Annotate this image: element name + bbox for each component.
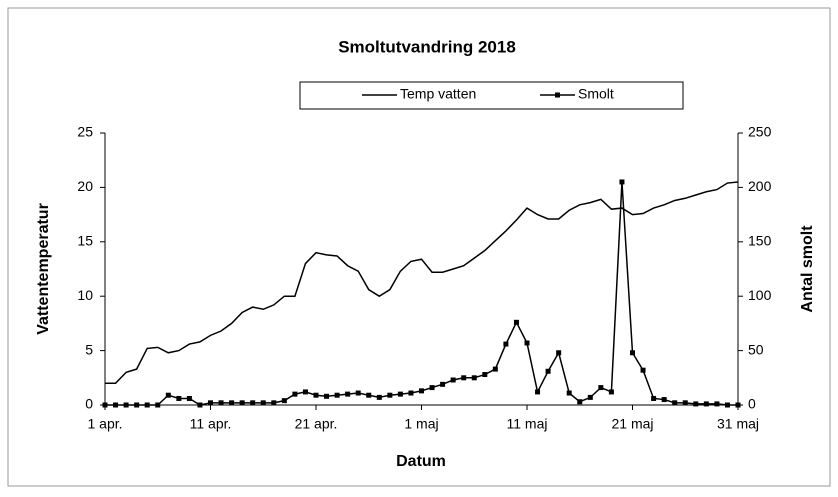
marker: [313, 392, 319, 398]
y2-tick-label: 200: [748, 178, 772, 194]
marker: [513, 319, 519, 325]
marker: [640, 367, 646, 373]
y2-tick-label: 100: [748, 287, 772, 303]
y2-tick-label: 50: [748, 341, 764, 357]
marker: [186, 395, 192, 401]
marker: [619, 179, 625, 185]
y2-axis-label: Antal smolt: [799, 225, 816, 313]
marker: [703, 401, 709, 407]
marker: [345, 391, 351, 397]
marker: [492, 366, 498, 372]
marker: [260, 400, 266, 406]
x-tick-label: 21 maj: [611, 416, 653, 432]
y-tick-label: 5: [85, 341, 93, 357]
marker: [672, 400, 678, 406]
marker: [197, 402, 203, 408]
chart-frame: [7, 7, 831, 487]
marker: [155, 402, 161, 408]
marker: [113, 402, 119, 408]
y2-tick-label: 0: [748, 396, 756, 412]
x-tick-label: 21 apr.: [295, 416, 338, 432]
x-tick-label: 11 maj: [507, 416, 548, 432]
marker: [577, 399, 583, 405]
marker: [292, 391, 298, 397]
marker: [229, 400, 235, 406]
marker: [218, 400, 224, 406]
marker: [735, 402, 741, 408]
y-tick-label: 25: [77, 124, 93, 140]
marker: [208, 400, 213, 406]
marker: [366, 392, 372, 398]
marker: [302, 389, 308, 395]
y2-tick-label: 150: [748, 233, 772, 249]
marker: [102, 402, 108, 408]
marker: [144, 402, 150, 408]
marker: [661, 397, 667, 403]
marker: [651, 395, 657, 401]
marker: [239, 400, 245, 406]
series-line: [105, 181, 739, 384]
marker: [714, 401, 720, 407]
marker: [165, 392, 171, 398]
x-tick-label: 31 maj: [717, 416, 759, 432]
x-tick-label: 1 maj: [404, 416, 438, 432]
marker: [376, 394, 382, 400]
marker: [176, 395, 182, 401]
marker: [724, 402, 730, 408]
marker: [587, 394, 593, 400]
y-tick-label: 15: [77, 233, 93, 249]
y-tick-label: 10: [77, 287, 93, 303]
y-tick-label: 20: [77, 178, 93, 194]
marker: [281, 398, 287, 404]
chart-title: Smoltutvandring 2018: [338, 37, 516, 56]
marker: [134, 402, 140, 408]
y2-tick-label: 250: [748, 124, 772, 140]
marker: [387, 392, 393, 398]
x-tick-label: 11 apr.: [190, 416, 232, 432]
marker: [324, 393, 330, 399]
marker: [524, 340, 530, 346]
marker: [482, 372, 488, 378]
legend-label: Temp vatten: [400, 86, 476, 102]
marker: [598, 385, 604, 391]
marker: [630, 350, 635, 356]
x-axis-label: Datum: [396, 453, 446, 470]
y-tick-label: 0: [85, 396, 93, 412]
marker: [123, 402, 129, 408]
marker: [545, 368, 551, 374]
marker: [566, 390, 572, 396]
marker: [334, 392, 340, 398]
marker: [440, 381, 446, 387]
marker: [503, 341, 509, 347]
marker: [429, 385, 435, 391]
marker: [535, 389, 541, 395]
legend-marker: [555, 92, 560, 98]
marker: [693, 401, 699, 407]
marker: [397, 391, 403, 397]
y-axis-label: Vattentemperatur: [35, 203, 52, 335]
x-tick-label: 1 apr.: [87, 416, 122, 432]
marker: [471, 375, 477, 381]
marker: [450, 377, 456, 383]
marker: [682, 400, 688, 406]
legend: [299, 81, 684, 110]
marker: [408, 390, 414, 396]
marker: [250, 400, 256, 406]
marker: [608, 389, 614, 395]
marker: [461, 375, 467, 381]
marker: [556, 350, 562, 356]
marker: [419, 388, 424, 394]
marker: [355, 390, 361, 396]
marker: [271, 400, 277, 406]
legend-label: Smolt: [578, 86, 614, 102]
